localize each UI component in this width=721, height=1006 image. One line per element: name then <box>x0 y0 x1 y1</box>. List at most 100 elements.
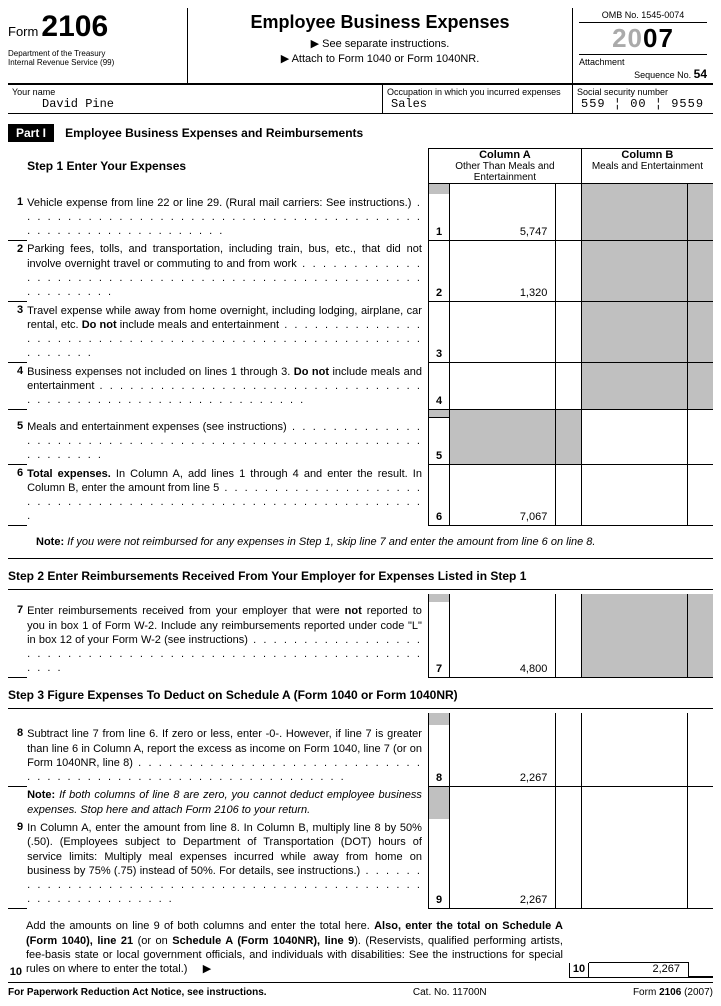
footer-right-bold: 2106 <box>659 987 681 998</box>
hr3 <box>8 708 713 709</box>
line8-valB[interactable] <box>581 725 687 786</box>
form-label: Form <box>8 24 38 39</box>
footer-right: Form 2106 (2007) <box>633 987 713 998</box>
hr1 <box>8 558 713 559</box>
attach-label: Attachment <box>579 57 707 67</box>
line3-desc: Travel expense while away from home over… <box>27 302 428 363</box>
line8-centsB[interactable] <box>687 725 713 786</box>
line9-row: 9 In Column A, enter the amount from lin… <box>8 819 713 909</box>
line5-desc-text: Meals and entertainment expenses (see in… <box>27 421 287 433</box>
line1-desc-text: Vehicle expense from line 22 or line 29.… <box>27 197 411 209</box>
line9-centsA[interactable] <box>556 819 581 909</box>
line2-centsA[interactable] <box>556 240 581 301</box>
line9-valB[interactable] <box>581 819 687 909</box>
name-label: Your name <box>12 87 378 97</box>
line8-centsA[interactable] <box>556 725 581 786</box>
line8-row: 8 Subtract line 7 from line 6. If zero o… <box>8 725 713 786</box>
line3-centsB-shaded <box>687 302 713 363</box>
name-value[interactable]: David Pine <box>12 97 378 111</box>
line6-valA[interactable]: 7,067 <box>450 465 556 526</box>
line9-centsB[interactable] <box>687 819 713 909</box>
line7-centsA[interactable] <box>556 602 581 677</box>
line10-cents[interactable] <box>689 976 713 978</box>
hr2 <box>8 589 713 590</box>
ssn-cell: Social security number 559 ¦ 00 ¦ 9559 <box>573 85 713 113</box>
line5-num: 5 <box>8 418 27 465</box>
footer-mid: Cat. No. 11700N <box>413 987 487 998</box>
line1-row: 1 Vehicle expense from line 22 or line 2… <box>8 194 713 241</box>
line5-valA-shaded <box>450 418 556 465</box>
colA-head: Column A Other Than Meals and Entertainm… <box>428 149 581 184</box>
part1-box: Part I <box>8 124 54 142</box>
line4-centsB-shaded <box>687 363 713 410</box>
dept-lines: Department of the Treasury Internal Reve… <box>8 50 181 68</box>
occupation-cell: Occupation in which you incurred expense… <box>383 85 573 113</box>
line2-desc: Parking fees, tolls, and transportation,… <box>27 240 428 301</box>
colB-head: Column B Meals and Entertainment <box>581 149 713 184</box>
footer-left: For Paperwork Reduction Act Notice, see … <box>8 987 267 998</box>
line7-bold: not <box>345 605 362 617</box>
line1-centsA[interactable] <box>556 194 581 241</box>
line5-centsA-shaded <box>556 418 581 465</box>
line7-valA[interactable]: 4,800 <box>450 602 556 677</box>
line6-centsB[interactable] <box>687 465 713 526</box>
line2-valA[interactable]: 1,320 <box>450 240 556 301</box>
header-left: Form 2106 Department of the Treasury Int… <box>8 8 188 83</box>
line1-valA[interactable]: 5,747 <box>450 194 556 241</box>
line3-post: include meals and entertainment <box>117 319 279 331</box>
line8-desc: Subtract line 7 from line 6. If zero or … <box>27 725 428 786</box>
line8-valA[interactable]: 2,267 <box>450 725 556 786</box>
line4-valA[interactable] <box>450 363 556 410</box>
line5-valB[interactable] <box>581 418 687 465</box>
line6-desc: Total expenses. In Column A, add lines 1… <box>27 465 428 526</box>
step2-table: 7 Enter reimbursements received from you… <box>8 594 713 678</box>
line5-centsB[interactable] <box>687 418 713 465</box>
line9-valA[interactable]: 2,267 <box>450 819 556 909</box>
line10-bold2: Schedule A (Form 1040NR), line 9 <box>172 935 354 947</box>
header-right: OMB No. 1545-0074 2007 Attachment Sequen… <box>573 8 713 83</box>
arrow-icon: ▶ <box>203 963 211 975</box>
line7-row: 7 Enter reimbursements received from you… <box>8 602 713 677</box>
attachment: Attachment Sequence No. 54 <box>579 54 707 81</box>
line4-centsA[interactable] <box>556 363 581 410</box>
line6-valB[interactable] <box>581 465 687 526</box>
name-cell: Your name David Pine <box>8 85 383 113</box>
footer-right-post: (2007) <box>681 987 713 998</box>
seq-num: 54 <box>694 67 707 81</box>
occ-label: Occupation in which you incurred expense… <box>387 87 568 97</box>
line10-box: 10 <box>569 963 589 978</box>
line7-centsB-shaded <box>687 602 713 677</box>
line2-num: 2 <box>8 240 27 301</box>
line4-bold: Do not <box>294 366 329 378</box>
line10-val[interactable]: 2,267 <box>589 962 689 978</box>
line4-pre: Business expenses not included on lines … <box>27 366 294 378</box>
line6-box: 6 <box>428 465 449 526</box>
line3-valA[interactable] <box>450 302 556 363</box>
line1-valB-shaded <box>581 194 687 241</box>
ssn-value[interactable]: 559 ¦ 00 ¦ 9559 <box>577 97 709 111</box>
line1-num: 1 <box>8 194 27 241</box>
year: 2007 <box>579 23 707 54</box>
sub2: ▶ Attach to Form 1040 or Form 1040NR. <box>192 52 568 65</box>
line1-centsB-shaded <box>687 194 713 241</box>
step1-note-bold: Note: <box>36 536 64 548</box>
line3-centsA[interactable] <box>556 302 581 363</box>
line10-desc: Add the amounts on line 9 of both column… <box>26 917 569 978</box>
occ-value[interactable]: Sales <box>387 97 568 111</box>
line7-pre: Enter reimbursements received from your … <box>27 605 345 617</box>
line4-desc: Business expenses not included on lines … <box>27 363 428 410</box>
spacer-row <box>8 184 713 194</box>
colA-head-text: Column A <box>479 149 531 161</box>
year-bold: 07 <box>643 23 674 53</box>
part1-header: Part I Employee Business Expenses and Re… <box>8 124 713 142</box>
line2-valB-shaded <box>581 240 687 301</box>
line6-centsA[interactable] <box>556 465 581 526</box>
line5-row: 5 Meals and entertainment expenses (see … <box>8 418 713 465</box>
identity-row: Your name David Pine Occupation in which… <box>8 85 713 114</box>
ssn-label: Social security number <box>577 87 709 97</box>
step2-title: Step 2 Enter Reimbursements Received Fro… <box>8 569 713 583</box>
form-number: 2106 <box>41 10 108 43</box>
line10-pre: Add the amounts on line 9 of both column… <box>26 920 374 932</box>
line4-box: 4 <box>428 363 449 410</box>
line6-num: 6 <box>8 465 27 526</box>
